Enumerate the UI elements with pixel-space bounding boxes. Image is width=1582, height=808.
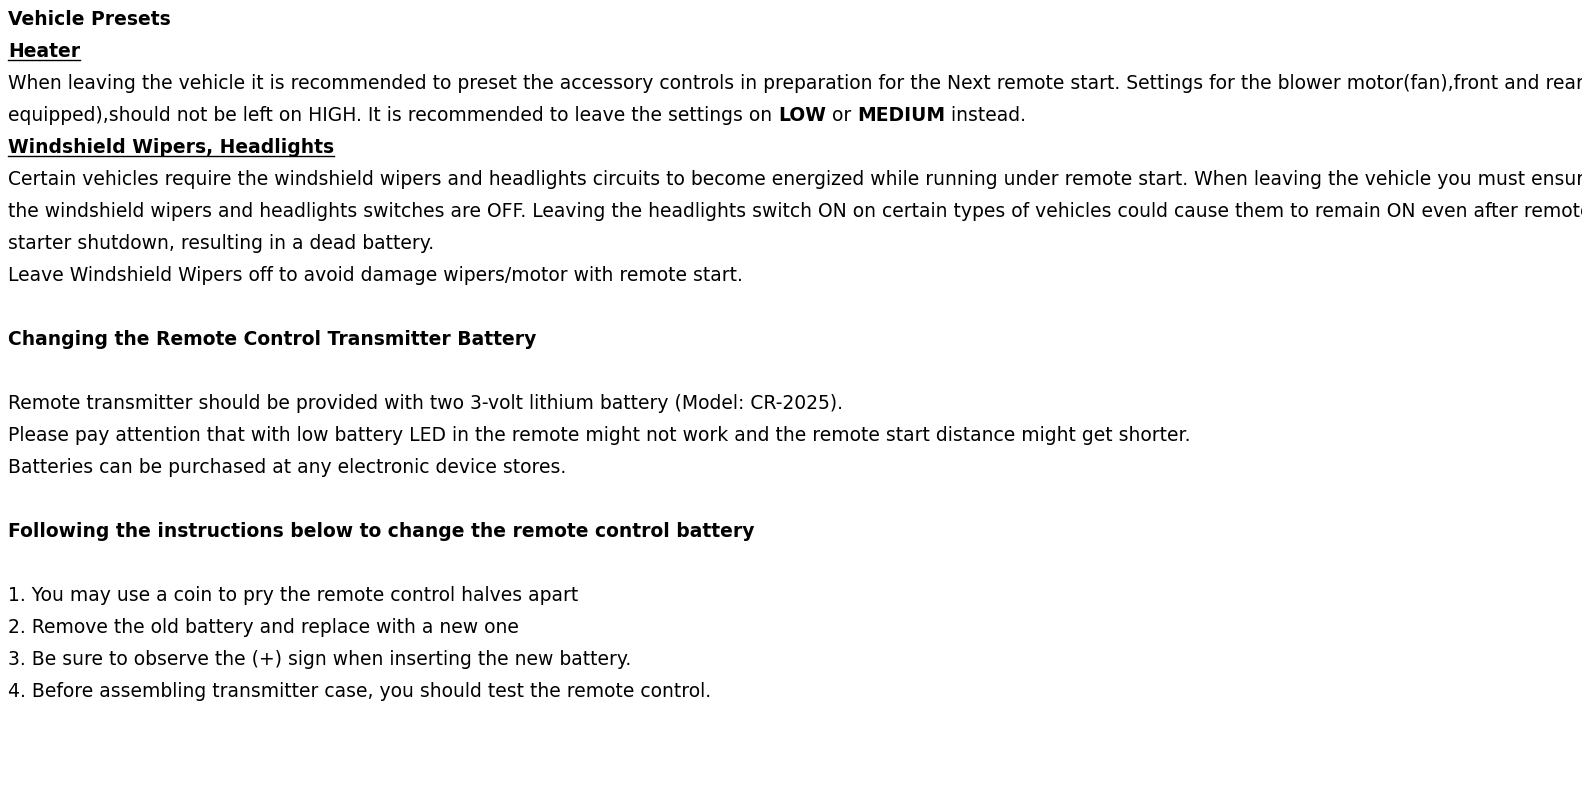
Text: Please pay attention that with low battery LED in the remote might not work and : Please pay attention that with low batte… bbox=[8, 426, 1191, 445]
Text: 3. Be sure to observe the (+) sign when inserting the new battery.: 3. Be sure to observe the (+) sign when … bbox=[8, 650, 631, 669]
Text: Vehicle Presets: Vehicle Presets bbox=[8, 10, 171, 29]
Text: Batteries can be purchased at any electronic device stores.: Batteries can be purchased at any electr… bbox=[8, 458, 566, 477]
Text: Changing the Remote Control Transmitter Battery: Changing the Remote Control Transmitter … bbox=[8, 330, 536, 349]
Text: When leaving the vehicle it is recommended to preset the accessory controls in p: When leaving the vehicle it is recommend… bbox=[8, 74, 1582, 93]
Text: 4. Before assembling transmitter case, you should test the remote control.: 4. Before assembling transmitter case, y… bbox=[8, 682, 712, 701]
Text: Heater: Heater bbox=[8, 42, 81, 61]
Text: Windshield Wipers, Headlights: Windshield Wipers, Headlights bbox=[8, 138, 334, 157]
Text: LOW: LOW bbox=[778, 106, 826, 125]
Text: starter shutdown, resulting in a dead battery.: starter shutdown, resulting in a dead ba… bbox=[8, 234, 433, 253]
Text: Following the instructions below to change the remote control battery: Following the instructions below to chan… bbox=[8, 522, 755, 541]
Text: 1. You may use a coin to pry the remote control halves apart: 1. You may use a coin to pry the remote … bbox=[8, 586, 579, 605]
Text: equipped),should not be left on HIGH. It is recommended to leave the settings on: equipped),should not be left on HIGH. It… bbox=[8, 106, 778, 125]
Text: or: or bbox=[826, 106, 857, 125]
Text: the windshield wipers and headlights switches are OFF. Leaving the headlights sw: the windshield wipers and headlights swi… bbox=[8, 202, 1582, 221]
Text: Remote transmitter should be provided with two 3-volt lithium battery (Model: CR: Remote transmitter should be provided wi… bbox=[8, 394, 843, 413]
Text: Leave Windshield Wipers off to avoid damage wipers/motor with remote start.: Leave Windshield Wipers off to avoid dam… bbox=[8, 266, 744, 285]
Text: MEDIUM: MEDIUM bbox=[857, 106, 946, 125]
Text: instead.: instead. bbox=[946, 106, 1027, 125]
Text: 2. Remove the old battery and replace with a new one: 2. Remove the old battery and replace wi… bbox=[8, 618, 519, 637]
Text: Certain vehicles require the windshield wipers and headlights circuits to become: Certain vehicles require the windshield … bbox=[8, 170, 1582, 189]
